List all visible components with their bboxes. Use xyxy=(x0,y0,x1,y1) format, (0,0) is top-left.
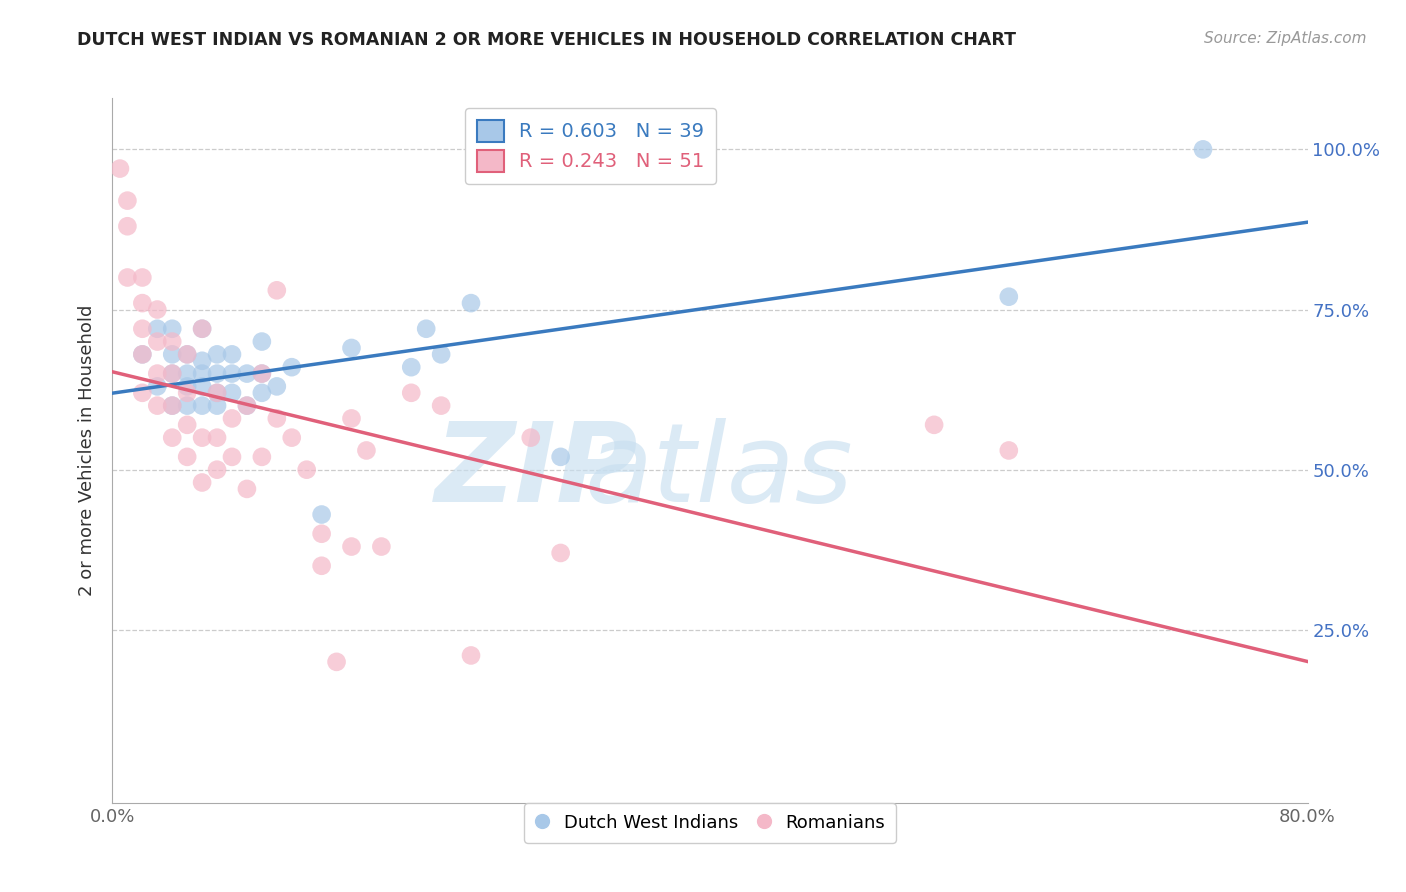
Point xyxy=(176,399,198,413)
Point xyxy=(221,450,243,464)
Point xyxy=(162,367,183,381)
Point xyxy=(176,347,198,361)
Point xyxy=(221,367,243,381)
Point xyxy=(266,411,288,425)
Point xyxy=(550,546,572,560)
Point xyxy=(266,379,288,393)
Point xyxy=(340,411,363,425)
Point xyxy=(176,347,198,361)
Point xyxy=(191,431,214,445)
Point xyxy=(460,296,482,310)
Point xyxy=(131,296,153,310)
Text: DUTCH WEST INDIAN VS ROMANIAN 2 OR MORE VEHICLES IN HOUSEHOLD CORRELATION CHART: DUTCH WEST INDIAN VS ROMANIAN 2 OR MORE … xyxy=(77,31,1017,49)
Point xyxy=(295,463,318,477)
Point xyxy=(191,322,214,336)
Point xyxy=(146,302,169,317)
Point xyxy=(146,322,169,336)
Point xyxy=(162,322,183,336)
Point xyxy=(998,443,1021,458)
Point xyxy=(430,399,453,413)
Point xyxy=(162,347,183,361)
Point xyxy=(311,526,333,541)
Point xyxy=(221,385,243,400)
Point xyxy=(311,558,333,573)
Point xyxy=(236,367,259,381)
Point xyxy=(131,347,153,361)
Point xyxy=(176,379,198,393)
Point xyxy=(205,385,228,400)
Point xyxy=(1192,142,1215,156)
Point xyxy=(340,341,363,355)
Point xyxy=(401,385,423,400)
Point xyxy=(311,508,333,522)
Point xyxy=(205,347,228,361)
Point xyxy=(191,367,214,381)
Point xyxy=(131,385,153,400)
Point xyxy=(998,290,1021,304)
Point xyxy=(191,353,214,368)
Point xyxy=(146,367,169,381)
Point xyxy=(250,367,273,381)
Point xyxy=(176,367,198,381)
Point xyxy=(131,347,153,361)
Point xyxy=(131,322,153,336)
Point xyxy=(205,463,228,477)
Point xyxy=(430,347,453,361)
Point xyxy=(281,360,304,375)
Point xyxy=(236,399,259,413)
Point xyxy=(108,161,131,176)
Point xyxy=(460,648,482,663)
Point xyxy=(325,655,347,669)
Point xyxy=(162,367,183,381)
Point xyxy=(520,431,543,445)
Point xyxy=(131,270,153,285)
Point xyxy=(266,283,288,297)
Point xyxy=(191,379,214,393)
Point xyxy=(117,219,139,234)
Y-axis label: 2 or more Vehicles in Household: 2 or more Vehicles in Household xyxy=(77,305,96,596)
Point xyxy=(176,385,198,400)
Point xyxy=(922,417,945,432)
Point xyxy=(236,482,259,496)
Point xyxy=(250,450,273,464)
Point xyxy=(205,385,228,400)
Point xyxy=(340,540,363,554)
Point xyxy=(550,450,572,464)
Legend: Dutch West Indians, Romanians: Dutch West Indians, Romanians xyxy=(524,803,896,843)
Point xyxy=(250,385,273,400)
Point xyxy=(191,399,214,413)
Point xyxy=(356,443,378,458)
Point xyxy=(162,399,183,413)
Point xyxy=(146,379,169,393)
Point xyxy=(176,417,198,432)
Point xyxy=(401,360,423,375)
Point xyxy=(117,270,139,285)
Point xyxy=(205,399,228,413)
Point xyxy=(117,194,139,208)
Point xyxy=(415,322,437,336)
Point xyxy=(191,322,214,336)
Text: ZIP: ZIP xyxy=(434,418,638,525)
Point xyxy=(205,367,228,381)
Text: atlas: atlas xyxy=(585,418,853,525)
Point xyxy=(191,475,214,490)
Point xyxy=(146,399,169,413)
Point xyxy=(205,431,228,445)
Point xyxy=(236,399,259,413)
Point xyxy=(162,334,183,349)
Point xyxy=(250,334,273,349)
Point xyxy=(176,450,198,464)
Point xyxy=(281,431,304,445)
Point xyxy=(162,399,183,413)
Point xyxy=(221,347,243,361)
Text: Source: ZipAtlas.com: Source: ZipAtlas.com xyxy=(1204,31,1367,46)
Point xyxy=(370,540,392,554)
Point xyxy=(146,334,169,349)
Point xyxy=(221,411,243,425)
Point xyxy=(250,367,273,381)
Point xyxy=(162,431,183,445)
